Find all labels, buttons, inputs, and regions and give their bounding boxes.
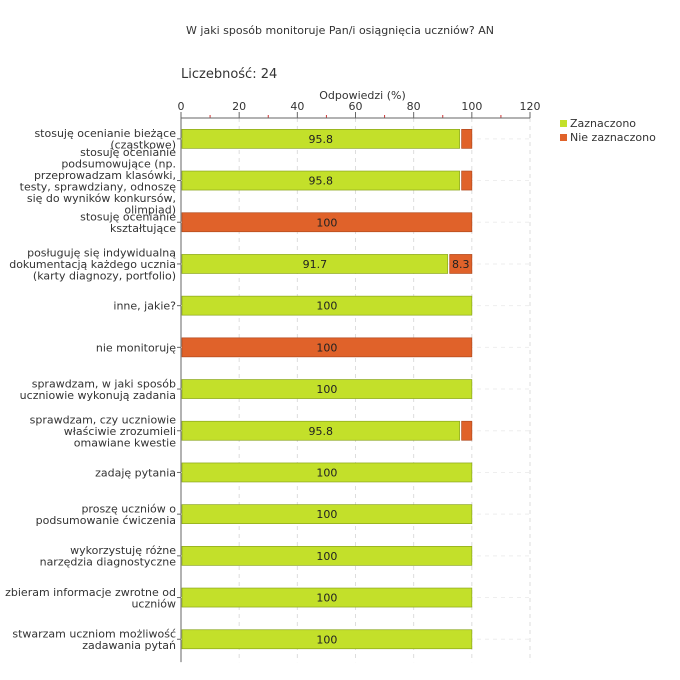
data-label: 100 <box>316 216 337 229</box>
data-label: 95.8 <box>309 425 334 438</box>
category-label: sprawdzam, czy uczniowie właściwie zrozum… <box>30 413 177 449</box>
bar-zaznaczono <box>181 545 473 566</box>
bar-zaznaczono <box>181 254 449 274</box>
data-label: 100 <box>316 383 337 396</box>
x-tick-label: 0 <box>178 100 185 113</box>
bar-nie-zaznaczono <box>449 254 473 274</box>
bar-nie-zaznaczono <box>461 420 473 441</box>
category-label: inne, jakie? <box>113 300 176 313</box>
data-label: 100 <box>316 550 337 563</box>
category-label: stosuję ocenianie kształtujące <box>80 211 176 236</box>
legend-item-zaznaczono: Zaznaczono <box>560 117 656 130</box>
x-tick-label: 100 <box>461 100 482 113</box>
category-label: stwarzam uczniom możliwość zadawania pyta… <box>12 628 176 653</box>
bar-nie-zaznaczono <box>461 170 473 191</box>
legend-label-zaznaczono: Zaznaczono <box>570 117 637 130</box>
category-label: stosuję ocenianie bieżące (cząstkowe) <box>34 127 176 152</box>
data-label: 100 <box>316 300 337 313</box>
bar-zaznaczono <box>181 295 473 316</box>
data-label: 100 <box>316 508 337 521</box>
category-label: nie monitoruję <box>96 341 176 354</box>
legend-item-nie-zaznaczono: Nie zaznaczono <box>560 131 656 144</box>
bar-zaznaczono <box>181 420 460 441</box>
bar-nie-zaznaczono <box>181 337 473 358</box>
x-tick-label: 60 <box>349 100 363 113</box>
category-label: sprawdzam, w jaki sposób uczniowie wykonu… <box>20 377 176 402</box>
data-label: 91.7 <box>303 258 328 271</box>
bar-zaznaczono <box>181 379 473 399</box>
legend-swatch-zaznaczono <box>560 120 567 127</box>
sample-count: Liczebność: 24 <box>181 67 278 82</box>
bar-nie-zaznaczono <box>461 129 473 149</box>
category-label: wykorzystuję różne narzędzia diagnostyczn… <box>40 544 177 569</box>
x-tick-label: 40 <box>290 100 304 113</box>
legend-swatch-nie-zaznaczono <box>560 134 567 141</box>
category-label: proszę uczniów o podsumowanie ćwiczenia <box>36 502 177 527</box>
bar-zaznaczono <box>181 587 473 608</box>
data-label: 8.3 <box>452 258 470 271</box>
category-label: zadaję pytania <box>95 466 176 479</box>
legend: Zaznaczono Nie zaznaczono <box>560 117 656 145</box>
bar-zaznaczono <box>181 629 473 650</box>
data-label: 95.8 <box>309 133 334 146</box>
bar-zaznaczono <box>181 504 473 524</box>
legend-label-nie-zaznaczono: Nie zaznaczono <box>570 131 656 144</box>
x-tick-label: 120 <box>520 100 541 113</box>
x-axis-title: Odpowiedzi (%) <box>319 89 406 102</box>
x-tick-label: 20 <box>232 100 246 113</box>
bar-zaznaczono <box>181 129 460 149</box>
category-label: zbieram informacje zwrotne od uczniów <box>5 586 176 611</box>
data-label: 100 <box>316 341 337 354</box>
x-tick-label: 80 <box>407 100 421 113</box>
data-label: 100 <box>316 466 337 479</box>
data-label: 100 <box>316 592 337 605</box>
category-label: posługuję się indywidualną dokumentacją k… <box>9 246 176 282</box>
category-label: stosuję ocenianie podsumowujące (np. przep… <box>20 146 177 217</box>
chart-title: W jaki sposób monitoruje Pan/i osiągnięc… <box>186 24 494 37</box>
data-label: 95.8 <box>309 175 334 188</box>
bar-zaznaczono <box>181 462 473 483</box>
bar-nie-zaznaczono <box>181 212 473 233</box>
data-label: 100 <box>316 633 337 646</box>
bar-zaznaczono <box>181 170 460 191</box>
